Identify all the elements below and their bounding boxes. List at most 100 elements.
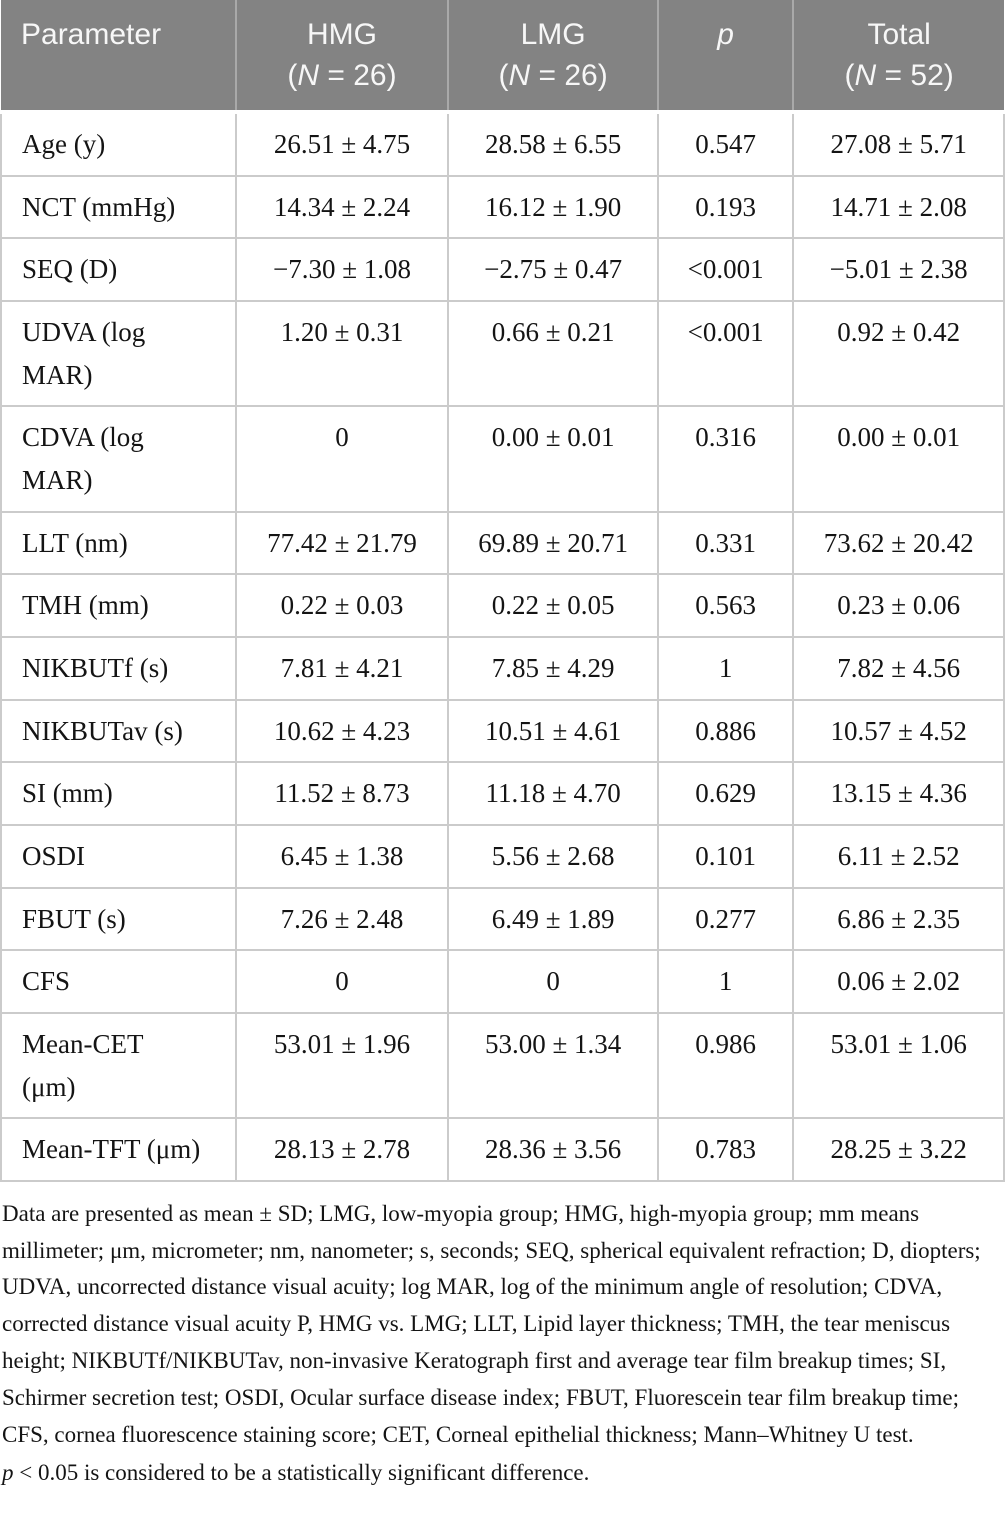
footnote-abbreviations: Data are presented as mean ± SD; LMG, lo… bbox=[2, 1200, 981, 1447]
table-row: TMH (mm) 0.22 ± 0.03 0.22 ± 0.05 0.563 0… bbox=[0, 573, 1005, 638]
total-value-cell: 6.86 ± 2.35 bbox=[792, 886, 1005, 952]
table-header: Parameter HMG (N = 26) LMG (N = 26) p To… bbox=[1, 0, 1004, 114]
table-row: SEQ (D) −7.30 ± 1.08 −2.75 ± 0.47 <0.001… bbox=[0, 237, 1005, 302]
lmg-value-cell: 0.00 ± 0.01 bbox=[447, 405, 659, 513]
table-row: Mean-CET (μm) 53.01 ± 1.96 53.00 ± 1.34 … bbox=[0, 1011, 1005, 1120]
hmg-value-cell: 1.20 ± 0.31 bbox=[234, 299, 450, 408]
parameter-cell: NIKBUTf (s) bbox=[0, 635, 237, 701]
hmg-value-cell: 77.42 ± 21.79 bbox=[234, 510, 450, 576]
p-value-cell: 0.316 bbox=[656, 405, 795, 513]
lmg-value-cell: −2.75 ± 0.47 bbox=[447, 237, 659, 302]
hmg-value-cell: 26.51 ± 4.75 bbox=[234, 111, 450, 177]
total-value-cell: 0.06 ± 2.02 bbox=[792, 949, 1005, 1014]
table-row: NCT (mmHg) 14.34 ± 2.24 16.12 ± 1.90 0.1… bbox=[0, 174, 1005, 240]
parameter-cell: SEQ (D) bbox=[0, 237, 237, 302]
parameter-cell: Age (y) bbox=[0, 111, 237, 177]
total-value-cell: 14.71 ± 2.08 bbox=[792, 174, 1005, 240]
header-parameter: Parameter bbox=[1, 0, 236, 114]
table-row: OSDI 6.45 ± 1.38 5.56 ± 2.68 0.101 6.11 … bbox=[0, 823, 1005, 889]
hmg-value-cell: 53.01 ± 1.96 bbox=[234, 1011, 450, 1120]
p-value-cell: 0.547 bbox=[656, 111, 795, 177]
lmg-value-cell: 5.56 ± 2.68 bbox=[447, 823, 659, 889]
parameter-cell: NCT (mmHg) bbox=[0, 174, 237, 240]
total-value-cell: 6.11 ± 2.52 bbox=[792, 823, 1005, 889]
table-row: Mean-TFT (μm) 28.13 ± 2.78 28.36 ± 3.56 … bbox=[0, 1117, 1005, 1182]
parameter-cell: TMH (mm) bbox=[0, 573, 237, 638]
hmg-value-cell: 7.26 ± 2.48 bbox=[234, 886, 450, 952]
hmg-value-cell: 10.62 ± 4.23 bbox=[234, 698, 450, 764]
p-value-cell: 0.277 bbox=[656, 886, 795, 952]
p-value-cell: 0.783 bbox=[656, 1117, 795, 1182]
parameter-cell: CDVA (log MAR) bbox=[0, 405, 237, 513]
hmg-value-cell: 0.22 ± 0.03 bbox=[234, 573, 450, 638]
header-hmg: HMG (N = 26) bbox=[234, 0, 449, 114]
parameter-cell: CFS bbox=[0, 949, 237, 1014]
total-value-cell: 10.57 ± 4.52 bbox=[792, 698, 1005, 764]
parameter-cell: UDVA (log MAR) bbox=[0, 299, 237, 408]
lmg-value-cell: 7.85 ± 4.29 bbox=[447, 635, 659, 701]
p-value-cell: 0.563 bbox=[656, 573, 795, 638]
significance-note: p < 0.05 is considered to be a statistic… bbox=[2, 1460, 590, 1486]
total-value-cell: 0.92 ± 0.42 bbox=[792, 299, 1005, 408]
total-value-cell: 73.62 ± 20.42 bbox=[792, 510, 1005, 576]
table-row: FBUT (s) 7.26 ± 2.48 6.49 ± 1.89 0.277 6… bbox=[0, 886, 1005, 952]
parameter-cell: OSDI bbox=[0, 823, 237, 889]
lmg-value-cell: 0.22 ± 0.05 bbox=[447, 573, 659, 638]
p-value-cell: <0.001 bbox=[656, 299, 795, 408]
header-parameter-label: Parameter bbox=[21, 18, 162, 51]
lmg-value-cell: 53.00 ± 1.34 bbox=[447, 1011, 659, 1120]
lmg-value-cell: 6.49 ± 1.89 bbox=[447, 886, 659, 952]
total-value-cell: −5.01 ± 2.38 bbox=[792, 237, 1005, 302]
header-hmg-n: (N = 26) bbox=[287, 58, 397, 92]
p-value-cell: <0.001 bbox=[656, 237, 795, 302]
lmg-value-cell: 16.12 ± 1.90 bbox=[447, 174, 659, 240]
p-value-cell: 0.331 bbox=[656, 510, 795, 576]
parameter-cell: NIKBUTav (s) bbox=[0, 698, 237, 764]
header-lmg-title: LMG bbox=[520, 18, 586, 51]
hmg-value-cell: 7.81 ± 4.21 bbox=[234, 635, 450, 701]
p-value-cell: 0.193 bbox=[656, 174, 795, 240]
p-value-cell: 0.886 bbox=[656, 698, 795, 764]
hmg-value-cell: 0 bbox=[234, 949, 450, 1014]
p-value-cell: 1 bbox=[656, 635, 795, 701]
lmg-value-cell: 10.51 ± 4.61 bbox=[447, 698, 659, 764]
header-total: Total (N = 52) bbox=[792, 0, 1004, 114]
total-value-cell: 0.00 ± 0.01 bbox=[792, 405, 1005, 513]
hmg-value-cell: 14.34 ± 2.24 bbox=[234, 174, 450, 240]
p-value-cell: 1 bbox=[656, 949, 795, 1014]
table-row: Age (y) 26.51 ± 4.75 28.58 ± 6.55 0.547 … bbox=[0, 111, 1005, 177]
header-row: Parameter HMG (N = 26) LMG (N = 26) p To… bbox=[1, 0, 1004, 114]
header-p: p bbox=[656, 0, 794, 114]
parameter-cell: Mean-CET (μm) bbox=[0, 1011, 237, 1120]
hmg-value-cell: 28.13 ± 2.78 bbox=[234, 1117, 450, 1182]
lmg-value-cell: 28.58 ± 6.55 bbox=[447, 111, 659, 177]
lmg-value-cell: 28.36 ± 3.56 bbox=[447, 1117, 659, 1182]
parameter-cell: Mean-TFT (μm) bbox=[0, 1117, 237, 1182]
lmg-value-cell: 0 bbox=[447, 949, 659, 1014]
table-row: NIKBUTf (s) 7.81 ± 4.21 7.85 ± 4.29 1 7.… bbox=[0, 635, 1005, 701]
total-value-cell: 27.08 ± 5.71 bbox=[792, 111, 1005, 177]
table-row: CFS 0 0 1 0.06 ± 2.02 bbox=[0, 949, 1005, 1014]
total-value-cell: 28.25 ± 3.22 bbox=[792, 1117, 1005, 1182]
table-row: SI (mm) 11.52 ± 8.73 11.18 ± 4.70 0.629 … bbox=[0, 761, 1005, 826]
hmg-value-cell: −7.30 ± 1.08 bbox=[234, 237, 450, 302]
table-row: NIKBUTav (s) 10.62 ± 4.23 10.51 ± 4.61 0… bbox=[0, 698, 1005, 764]
lmg-value-cell: 0.66 ± 0.21 bbox=[447, 299, 659, 408]
p-value-cell: 0.629 bbox=[656, 761, 795, 826]
header-total-title: Total bbox=[867, 18, 931, 51]
header-total-n: (N = 52) bbox=[844, 58, 954, 92]
p-value-cell: 0.101 bbox=[656, 823, 795, 889]
header-lmg-n: (N = 26) bbox=[498, 58, 608, 92]
total-value-cell: 7.82 ± 4.56 bbox=[792, 635, 1005, 701]
total-value-cell: 53.01 ± 1.06 bbox=[792, 1011, 1005, 1120]
header-hmg-title: HMG bbox=[307, 18, 377, 51]
table-row: CDVA (log MAR) 0 0.00 ± 0.01 0.316 0.00 … bbox=[0, 405, 1005, 513]
hmg-value-cell: 0 bbox=[234, 405, 450, 513]
header-p-label: p bbox=[717, 18, 734, 51]
lmg-value-cell: 69.89 ± 20.71 bbox=[447, 510, 659, 576]
parameter-cell: LLT (nm) bbox=[0, 510, 237, 576]
hmg-value-cell: 11.52 ± 8.73 bbox=[234, 761, 450, 826]
statistics-table-figure: Parameter HMG (N = 26) LMG (N = 26) p To… bbox=[0, 0, 1005, 1486]
total-value-cell: 13.15 ± 4.36 bbox=[792, 761, 1005, 826]
parameter-cell: FBUT (s) bbox=[0, 886, 237, 952]
